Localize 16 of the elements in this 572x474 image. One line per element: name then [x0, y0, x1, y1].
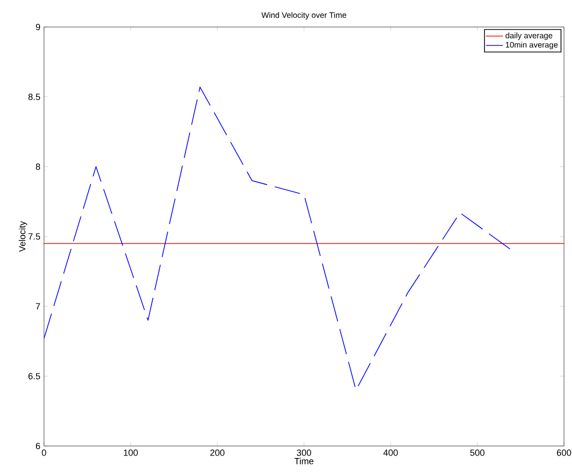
y-axis-title: Velocity [18, 221, 28, 252]
x-tick-label: 300 [296, 450, 312, 456]
y-tick-label: 6.5 [28, 372, 40, 380]
y-tick-label: 7.5 [28, 233, 40, 240]
y-tick-label: 8 [36, 163, 40, 170]
x-tick-label: 600 [556, 450, 572, 456]
x-tick-label: 400 [383, 450, 398, 456]
y-tick-label: 6 [36, 442, 40, 450]
x-tick-label: 500 [470, 450, 484, 456]
x-tick-label: 100 [124, 450, 138, 456]
x-tick-label: 200 [210, 450, 224, 456]
x-axis-title: Time [294, 458, 314, 464]
x-tick-label: 0 [42, 450, 46, 456]
y-tick-label: 8.5 [28, 94, 40, 100]
y-tick-label: 7 [36, 303, 40, 310]
y-tick-label: 9 [36, 24, 40, 30]
